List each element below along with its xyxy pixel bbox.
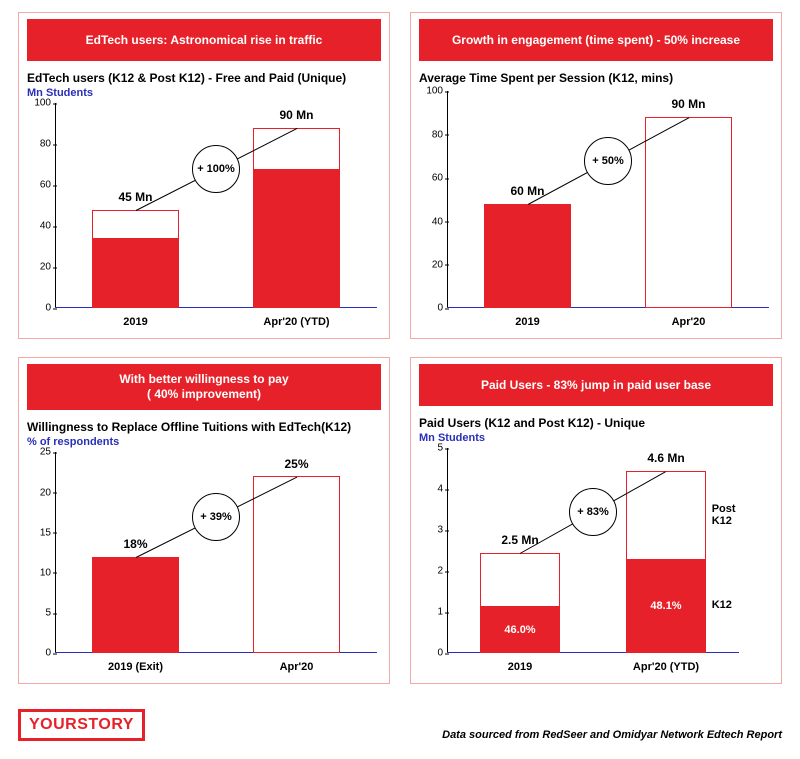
logo-yourstory: YOURSTORY	[18, 709, 145, 741]
panel-title: Paid Users - 83% jump in paid user base	[419, 364, 773, 406]
panel-subtitle: Paid Users (K12 and Post K12) - Unique	[419, 416, 773, 430]
panel-title: EdTech users: Astronomical rise in traff…	[27, 19, 381, 61]
panel-traffic: EdTech users: Astronomical rise in traff…	[18, 12, 390, 339]
panel-title: Growth in engagement (time spent) - 50% …	[419, 19, 773, 61]
panel-subtitle: Average Time Spent per Session (K12, min…	[419, 71, 773, 85]
panel-paid: Paid Users - 83% jump in paid user base …	[410, 357, 782, 684]
panel-unit: % of respondents	[27, 436, 381, 448]
panel-unit: Mn Students	[27, 87, 381, 99]
chart: 051015202518%2019 (Exit)25%Apr'20+ 39%	[27, 452, 381, 679]
panel-subtitle: EdTech users (K12 & Post K12) - Free and…	[27, 71, 381, 85]
panel-willingness: With better willingness to pay ( 40% imp…	[18, 357, 390, 684]
panel-subtitle: Willingness to Replace Offline Tuitions …	[27, 420, 381, 434]
chart: 02040608010060 Mn201990 MnApr'20+ 50%	[419, 91, 773, 334]
source-text: Data sourced from RedSeer and Omidyar Ne…	[442, 729, 782, 741]
chart: 02040608010045 Mn201990 MnApr'20 (YTD)+ …	[27, 103, 381, 334]
footer: YOURSTORY Data sourced from RedSeer and …	[18, 709, 782, 741]
chart: 01234546.0%2.5 Mn201948.1%4.6 MnApr'20 (…	[419, 448, 773, 679]
panel-engagement: Growth in engagement (time spent) - 50% …	[410, 12, 782, 339]
panel-unit: Mn Students	[419, 432, 773, 444]
grid: EdTech users: Astronomical rise in traff…	[18, 12, 782, 684]
panel-title: With better willingness to pay ( 40% imp…	[27, 364, 381, 410]
